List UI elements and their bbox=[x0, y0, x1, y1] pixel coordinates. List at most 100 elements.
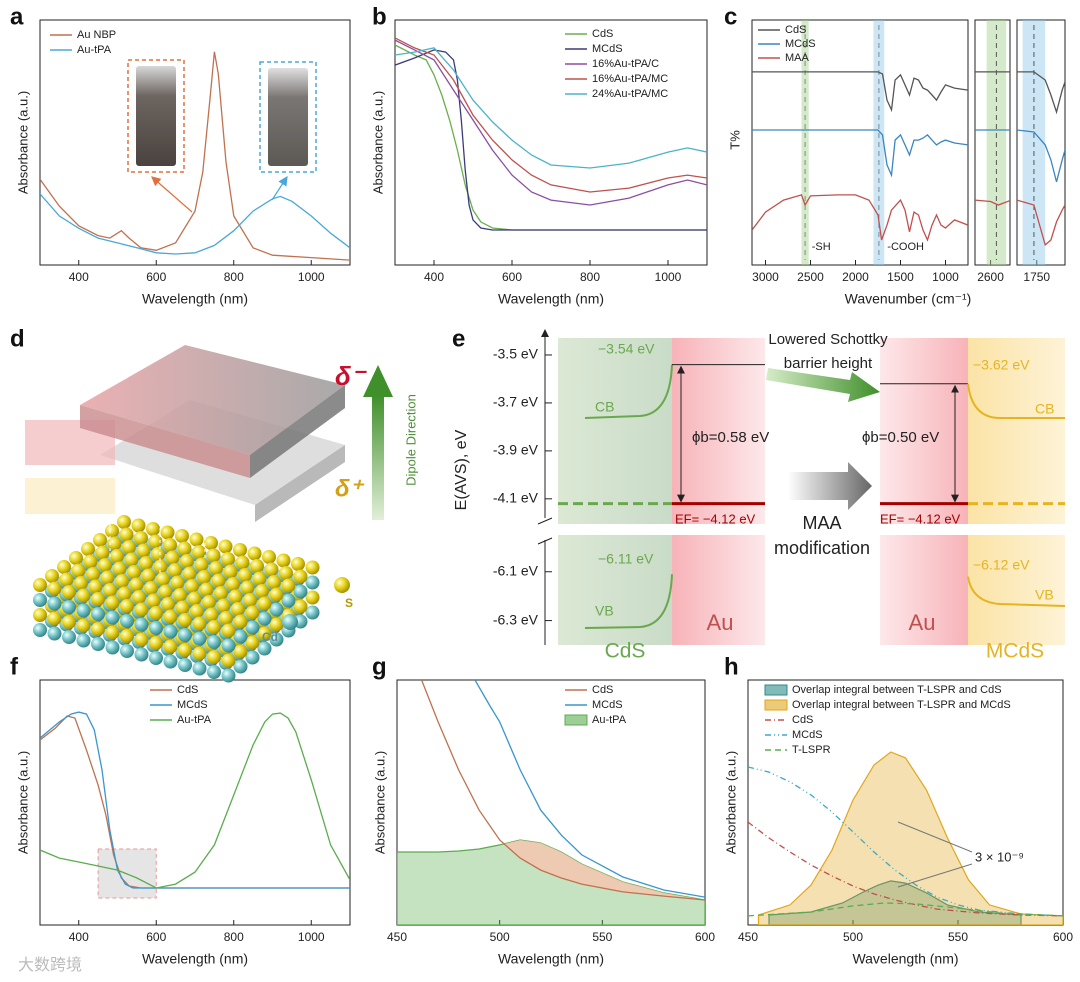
atom bbox=[163, 624, 178, 639]
legend-label: MCdS bbox=[592, 699, 623, 711]
legend-label: Au-tPA bbox=[77, 44, 112, 56]
x-tick-label: 1000 bbox=[298, 270, 325, 284]
atom bbox=[209, 561, 223, 575]
atom bbox=[149, 636, 163, 650]
metal-label: Au bbox=[707, 610, 734, 635]
line bbox=[40, 193, 350, 255]
atom bbox=[76, 618, 91, 633]
atom bbox=[144, 581, 158, 595]
atom bbox=[223, 564, 238, 579]
atom bbox=[245, 635, 260, 650]
area bbox=[768, 880, 1022, 925]
vb-value: −6.11 eV bbox=[598, 551, 654, 567]
atom bbox=[178, 643, 192, 657]
legend-swatch bbox=[764, 699, 788, 711]
annotation: 3 × 10⁻⁹ bbox=[975, 849, 1024, 864]
insets bbox=[127, 59, 317, 213]
line bbox=[1017, 71, 1065, 115]
atom bbox=[127, 565, 141, 579]
region bbox=[672, 338, 765, 645]
atom bbox=[88, 579, 103, 594]
atom bbox=[100, 570, 115, 585]
band-label: -COOH bbox=[887, 241, 924, 253]
atom bbox=[136, 543, 151, 558]
dipole-arrow bbox=[372, 395, 384, 520]
cb-band bbox=[967, 383, 1065, 419]
legend-label: MAA bbox=[785, 52, 810, 64]
atom bbox=[177, 541, 192, 556]
atom bbox=[180, 554, 194, 568]
atom bbox=[233, 614, 248, 629]
band-label: -SH bbox=[812, 241, 831, 253]
x-tick-label: 600 bbox=[1053, 930, 1073, 944]
atom bbox=[216, 598, 231, 613]
atom bbox=[245, 605, 260, 620]
inset-arrow bbox=[151, 176, 193, 213]
x-tick-label: 500 bbox=[490, 930, 510, 944]
panel-label: f bbox=[10, 653, 19, 680]
atom bbox=[233, 644, 248, 659]
atom bbox=[247, 546, 262, 561]
x-tick-label: 600 bbox=[695, 930, 715, 944]
overlap-area bbox=[504, 840, 704, 900]
atom bbox=[165, 550, 180, 565]
atom bbox=[163, 609, 178, 624]
atom bbox=[207, 665, 221, 679]
atom bbox=[71, 563, 86, 578]
atom bbox=[98, 558, 112, 572]
atom bbox=[131, 518, 146, 533]
atom bbox=[86, 567, 100, 581]
x-axis-label: Wavelength (nm) bbox=[142, 951, 248, 967]
x-tick-label: 2000 bbox=[842, 270, 869, 284]
atom bbox=[276, 553, 291, 568]
charge-label: δ⁻ bbox=[335, 361, 367, 391]
atom bbox=[91, 607, 105, 621]
legend-label: T-LSPR bbox=[792, 744, 831, 756]
atom bbox=[57, 560, 71, 574]
atom bbox=[134, 617, 149, 632]
atom bbox=[204, 607, 219, 622]
plot-frame bbox=[39, 679, 351, 926]
vb-value: −6.12 eV bbox=[973, 557, 1030, 573]
atom bbox=[124, 552, 139, 567]
atom bbox=[120, 629, 134, 643]
atom bbox=[173, 588, 187, 602]
atom bbox=[178, 628, 192, 642]
x-tick-label: 1000 bbox=[932, 270, 959, 284]
atom bbox=[146, 593, 161, 608]
line bbox=[748, 766, 1063, 917]
x-tick-label: 400 bbox=[69, 930, 89, 944]
atom bbox=[231, 602, 245, 616]
arrow-text: Lowered Schottky bbox=[768, 331, 888, 348]
slab-side bbox=[255, 445, 345, 522]
atom bbox=[156, 572, 170, 586]
atom bbox=[267, 575, 281, 589]
x-axis-label: Wavelength (nm) bbox=[142, 291, 248, 307]
atom bbox=[226, 577, 240, 591]
x-tick-label: 600 bbox=[146, 270, 166, 284]
atom bbox=[59, 572, 74, 587]
panel-label: a bbox=[10, 3, 24, 30]
x-tick-label: 1000 bbox=[298, 930, 325, 944]
atom bbox=[93, 533, 107, 547]
atom bbox=[62, 600, 76, 614]
area bbox=[397, 839, 705, 925]
atom bbox=[245, 620, 260, 635]
atom bbox=[178, 658, 192, 672]
slab-side bbox=[250, 385, 345, 478]
atom bbox=[238, 568, 252, 582]
annotation-leader bbox=[897, 821, 973, 853]
atom bbox=[264, 562, 279, 577]
legend-label: MCdS bbox=[592, 43, 623, 55]
atom bbox=[204, 536, 218, 550]
panel-label: c bbox=[724, 3, 737, 30]
atom bbox=[134, 647, 149, 662]
y-tick-label: -3.7 eV bbox=[493, 394, 539, 410]
barrier-label: ϕb=0.58 eV bbox=[692, 429, 769, 446]
atom bbox=[262, 550, 276, 564]
fermi-label: EF= −4.12 eV bbox=[880, 511, 961, 526]
panel-label: h bbox=[724, 653, 739, 680]
line bbox=[752, 71, 968, 113]
atom bbox=[221, 552, 235, 566]
